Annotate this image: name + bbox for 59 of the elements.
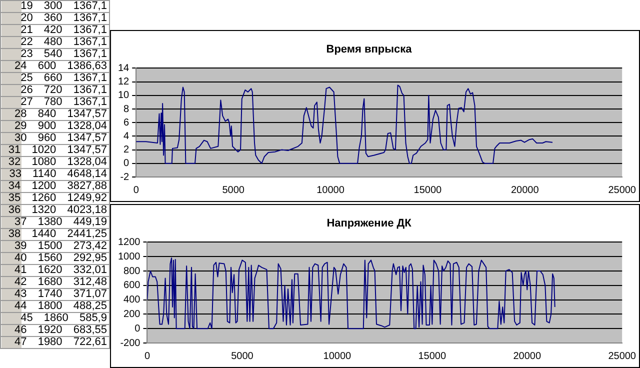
text: 47 1980 722,61	[0, 336, 110, 348]
y-tick-label: 6	[124, 117, 130, 128]
x-tick-label: 5000	[222, 184, 245, 196]
text: 38 1440 2441,25	[0, 228, 110, 240]
x-tick-label: 10000	[323, 350, 352, 362]
text: 20 360 1367,1	[0, 12, 110, 24]
text: 24 600 1386,63	[0, 60, 110, 72]
x-tick-label: 15000	[414, 184, 442, 196]
y-tick-label: 14	[118, 62, 130, 74]
y-tick-label: 12	[118, 76, 130, 88]
text: 33 1140 4648,14	[0, 168, 110, 180]
text: 25 660 1367,1	[0, 72, 110, 84]
x-tick-label: 25000	[608, 350, 636, 362]
text: 30 960 1347,57	[0, 132, 110, 144]
text: 19 300 1367,1	[0, 0, 110, 12]
y-tick-label: 0	[124, 158, 130, 170]
x-tick-label: 0	[144, 350, 150, 362]
text: 22 480 1367,1	[0, 36, 110, 48]
text: 36 1320 4023,18	[0, 204, 110, 216]
text: 35 1260 1249,92	[0, 192, 110, 204]
text: 44 1800 488,25	[0, 300, 110, 312]
x-tick-label: 10000	[316, 184, 345, 196]
text: 23 540 1367,1	[0, 48, 110, 60]
text: 31 1020 1347,57	[0, 144, 110, 156]
y-tick-label: 8	[124, 104, 130, 115]
text: 26 720 1367,1	[0, 84, 110, 96]
y-tick-label: 10	[118, 90, 130, 102]
y-tick-label: -2	[120, 172, 130, 183]
x-tick-label: 25000	[608, 184, 636, 196]
text: 37 1380 449,19	[0, 216, 110, 228]
y-tick-label: 2	[124, 144, 130, 156]
text: 40 1560 292,95	[0, 252, 110, 264]
y-tick-label: 400	[124, 294, 141, 306]
text: 43 1740 371,07	[0, 288, 110, 300]
y-tick-label: 200	[124, 308, 141, 320]
chart-title: Напряжение ДК	[326, 218, 412, 230]
x-tick-label: 20000	[513, 350, 542, 362]
chart-title: Время впрыска	[326, 44, 413, 56]
text: 27 780 1367,1	[0, 96, 110, 108]
text: 29 900 1328,04	[0, 120, 110, 132]
text: 28 840 1347,57	[0, 108, 110, 120]
text: 32 1080 1328,04	[0, 156, 110, 168]
y-tick-label: 0	[134, 323, 141, 334]
text: 42 1680 312,48	[0, 276, 110, 288]
text: 21 420 1367,1	[0, 24, 110, 36]
y-tick-label: 4	[124, 130, 130, 142]
text: 46 1920 683,55	[0, 324, 110, 336]
y-tick-label: 600	[124, 280, 141, 292]
text: 34 1200 3827,88	[0, 180, 110, 192]
text: 45 1860 585,9	[0, 312, 110, 324]
x-tick-label: 15000	[418, 350, 446, 362]
x-tick-label: 20000	[510, 184, 540, 196]
y-tick-label: 1000	[118, 251, 141, 262]
y-tick-label: 1200	[118, 236, 141, 248]
x-tick-label: 5000	[231, 350, 254, 362]
text: 41 1620 332,01	[0, 264, 110, 276]
y-tick-label: -200	[120, 338, 141, 349]
text: 39 1500 273,42	[0, 240, 110, 252]
y-tick-label: 800	[124, 266, 141, 277]
